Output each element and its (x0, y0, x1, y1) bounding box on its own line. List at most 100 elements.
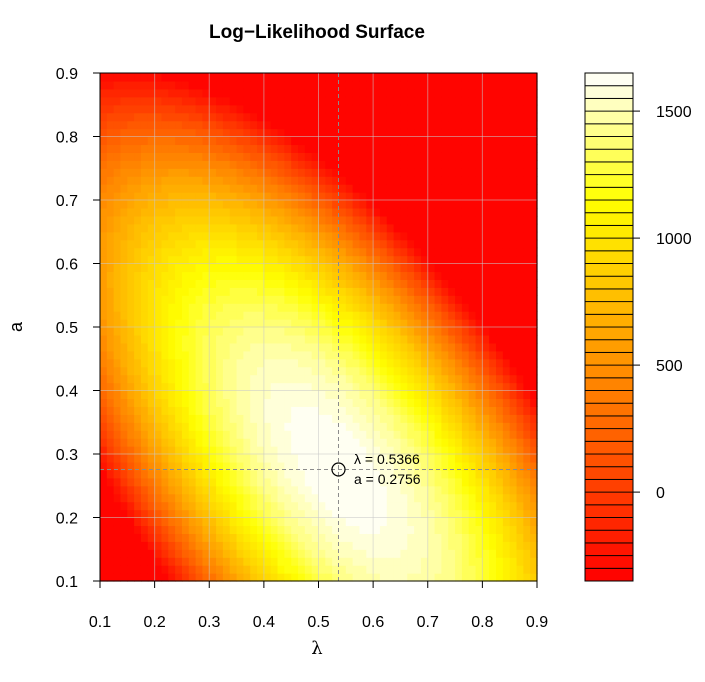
heatmap-cell (427, 128, 436, 138)
heatmap-cell (496, 334, 504, 344)
heatmap-cell (530, 176, 538, 185)
heatmap-cell (482, 525, 490, 534)
heatmap-cell (304, 350, 313, 360)
heatmap-cell (270, 255, 279, 265)
heatmap-cell (427, 509, 436, 519)
heatmap-cell (345, 366, 354, 376)
heatmap-cell (475, 414, 483, 423)
heatmap-cell (304, 128, 313, 138)
heatmap-cell (366, 501, 374, 511)
heatmap-cell (366, 438, 374, 447)
heatmap-cell (496, 136, 504, 146)
heatmap-cell (202, 319, 210, 328)
heatmap-cell (291, 303, 299, 312)
heatmap-cell (366, 247, 374, 257)
heatmap-cell (195, 168, 204, 177)
heatmap-cell (338, 128, 347, 138)
heatmap-cell (229, 414, 238, 423)
heatmap-cell (441, 549, 449, 558)
heatmap-cell (304, 96, 313, 106)
heatmap-cell (229, 342, 238, 352)
heatmap-cell (270, 303, 279, 312)
heatmap-cell (270, 247, 279, 257)
heatmap-cell (304, 414, 313, 423)
heatmap-cell (222, 152, 231, 161)
heatmap-cell (502, 406, 511, 415)
heatmap-cell (209, 144, 217, 153)
heatmap-cell (379, 80, 388, 90)
heatmap-cell (393, 207, 402, 217)
heatmap-cell (134, 398, 142, 407)
heatmap-cell (277, 271, 285, 280)
heatmap-cell (345, 557, 354, 566)
heatmap-cell (366, 152, 374, 161)
heatmap-cell (325, 477, 333, 487)
heatmap-cell (147, 184, 156, 193)
heatmap-cell (379, 287, 388, 296)
heatmap-cell (161, 573, 169, 582)
heatmap-cell (168, 231, 176, 241)
heatmap-cell (222, 477, 231, 487)
heatmap-cell (461, 311, 470, 320)
heatmap-cell (202, 541, 210, 550)
heatmap-cell (140, 144, 149, 153)
heatmap-cell (263, 438, 272, 447)
heatmap-cell (291, 168, 299, 177)
heatmap-cell (291, 350, 299, 360)
heatmap-cell (100, 311, 108, 320)
heatmap-cell (359, 73, 367, 82)
heatmap-cell (284, 398, 292, 407)
heatmap-cell (468, 334, 477, 344)
heatmap-cell (250, 319, 258, 328)
heatmap-cell (318, 366, 326, 376)
heatmap-cell (168, 438, 176, 447)
heatmap-cell (482, 231, 490, 241)
heatmap-cell (209, 319, 217, 328)
heatmap-cell (243, 454, 251, 463)
heatmap-cell (345, 239, 354, 249)
heatmap-cell (134, 168, 142, 177)
heatmap-cell (338, 271, 347, 280)
heatmap-cell (475, 501, 483, 511)
heatmap-cell (530, 207, 538, 217)
heatmap-cell (359, 128, 367, 138)
heatmap-cell (434, 430, 443, 439)
heatmap-cell (420, 573, 429, 582)
heatmap-cell (257, 263, 265, 273)
heatmap-cell (134, 200, 142, 209)
heatmap-cell (134, 430, 142, 439)
heatmap-cell (236, 176, 244, 185)
heatmap-cell (311, 200, 320, 209)
heatmap-cell (386, 192, 395, 201)
heatmap-cell (147, 263, 156, 273)
heatmap-cell (448, 557, 456, 566)
heatmap-cell (414, 541, 422, 550)
heatmap-cell (229, 200, 238, 209)
heatmap-cell (216, 422, 224, 431)
heatmap-cell (222, 207, 231, 217)
heatmap-cell (113, 279, 122, 288)
heatmap-cell (120, 128, 128, 138)
heatmap-cell (461, 422, 470, 431)
heatmap-cell (427, 247, 436, 257)
heatmap-cell (448, 168, 456, 177)
heatmap-cell (243, 382, 251, 392)
heatmap-cell (188, 295, 197, 304)
heatmap-cell (113, 549, 122, 558)
heatmap-cell (243, 80, 251, 90)
heatmap-cell (277, 247, 285, 257)
heatmap-cell (332, 96, 340, 106)
heatmap-cell (188, 255, 197, 265)
heatmap-cell (250, 247, 258, 257)
heatmap-cell (304, 422, 313, 431)
heatmap-cell (311, 184, 320, 193)
heatmap-cell (366, 144, 374, 153)
heatmap-cell (127, 390, 135, 400)
heatmap-cell (502, 358, 511, 368)
heatmap-cell (175, 422, 183, 431)
heatmap-cell (311, 382, 320, 392)
heatmap-cell (393, 501, 402, 511)
heatmap-cell (140, 485, 149, 495)
heatmap-cell (202, 231, 210, 241)
heatmap-cell (175, 493, 183, 503)
